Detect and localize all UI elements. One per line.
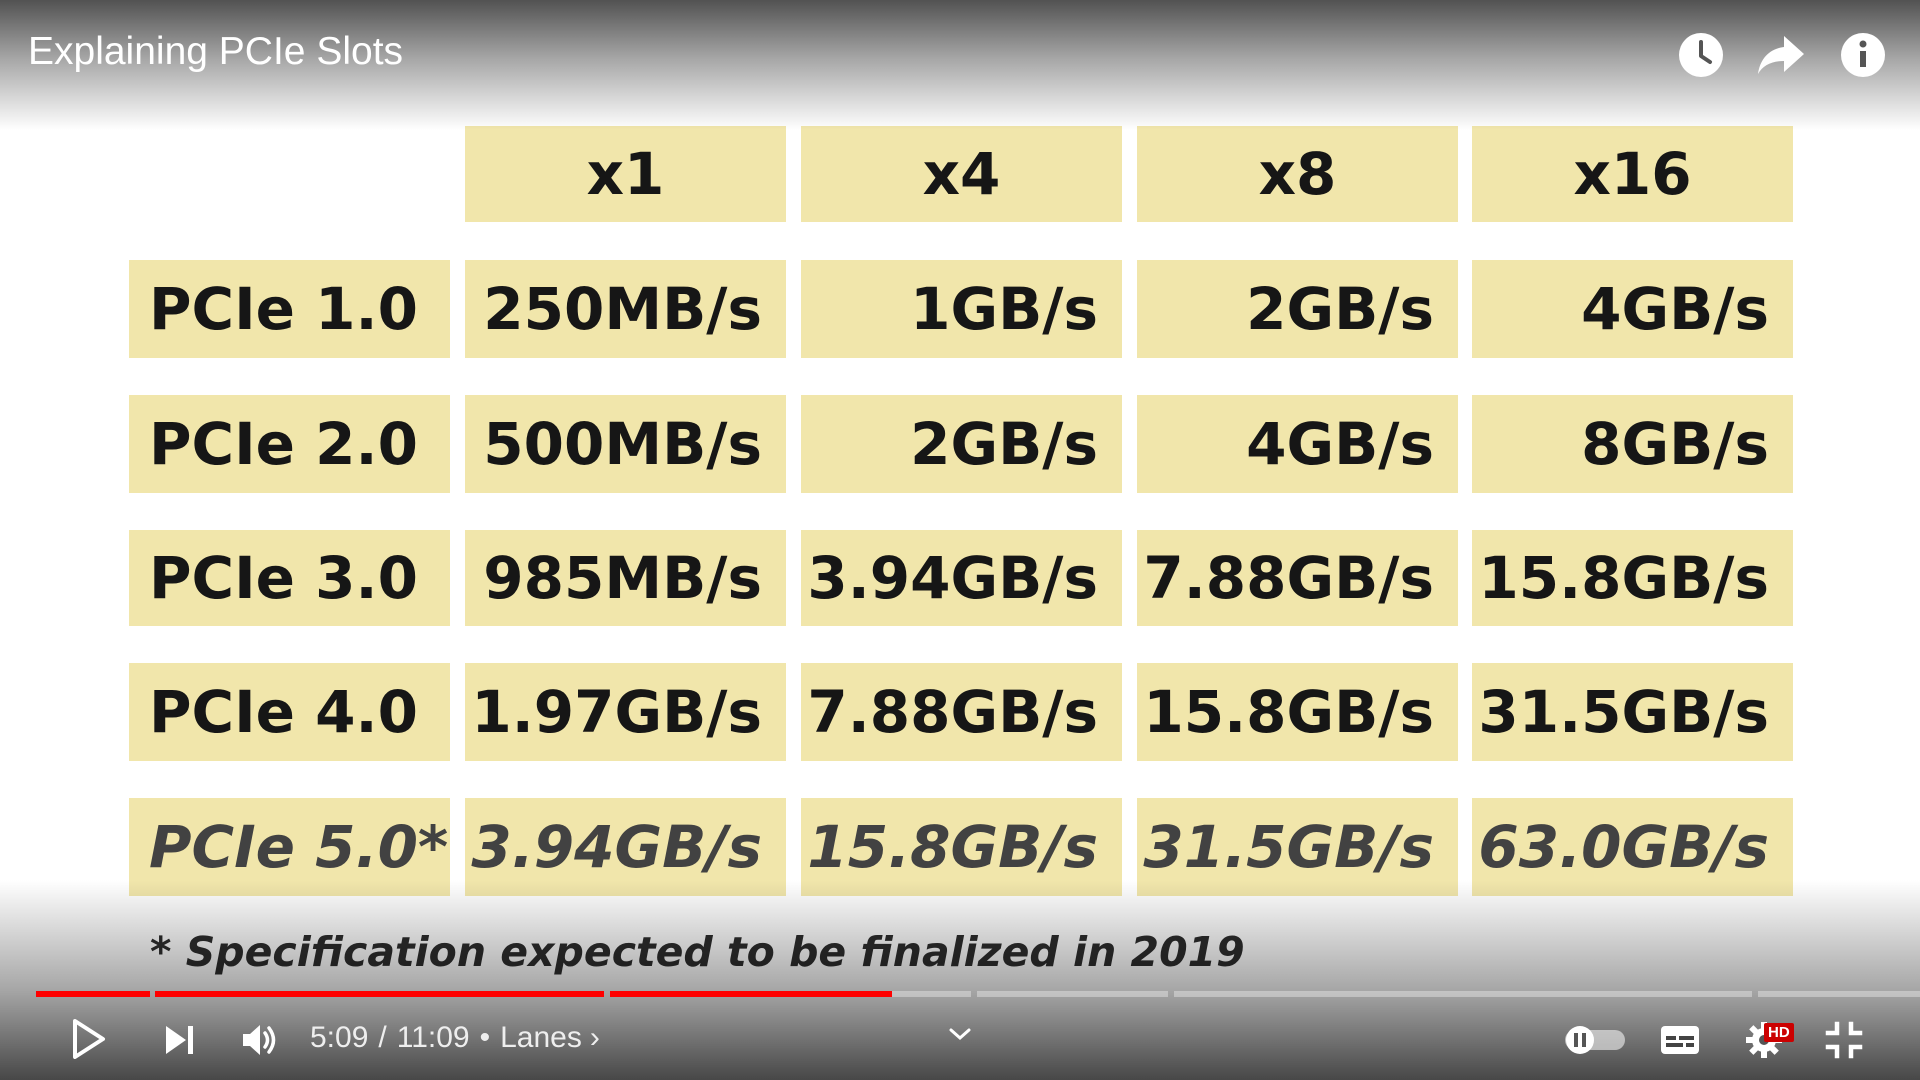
video-title[interactable]: Explaining PCIe Slots <box>28 30 404 73</box>
table-cell: 7.88GB/s <box>1137 530 1458 626</box>
table-cell: 250MB/s <box>465 260 786 358</box>
autoplay-toggle[interactable] <box>1562 1022 1628 1058</box>
progress-bar[interactable] <box>36 991 1920 997</box>
table-cell: 15.8GB/s <box>801 798 1122 896</box>
table-cell: 8GB/s <box>1472 395 1793 493</box>
row-label: PCIe 5.0* <box>129 798 450 896</box>
table-cell: 63.0GB/s <box>1472 798 1793 896</box>
table-cell: 7.88GB/s <box>801 663 1122 761</box>
table-cell: 500MB/s <box>465 395 786 493</box>
info-icon[interactable] <box>1838 30 1888 80</box>
row-label: PCIe 1.0 <box>129 260 450 358</box>
chapter-segment[interactable] <box>1758 991 1920 997</box>
table-cell: 31.5GB/s <box>1472 663 1793 761</box>
table-cell: 4GB/s <box>1137 395 1458 493</box>
column-header-x4: x4 <box>801 126 1122 222</box>
row-label: PCIe 4.0 <box>129 663 450 761</box>
play-icon[interactable] <box>66 1016 112 1062</box>
time-display: 5:09 / 11:09 • Lanes › <box>310 1021 600 1055</box>
time-separator: / <box>378 1021 387 1054</box>
chapter-button[interactable]: Lanes › <box>500 1021 600 1055</box>
chapter-title: Lanes <box>500 1021 582 1054</box>
chapter-separator: • <box>479 1021 491 1054</box>
table-cell: 3.94GB/s <box>801 530 1122 626</box>
exit-fullscreen-icon[interactable] <box>1822 1018 1866 1062</box>
table-cell: 2GB/s <box>801 395 1122 493</box>
column-header-x16: x16 <box>1472 126 1793 222</box>
next-icon[interactable] <box>158 1018 202 1062</box>
row-label: PCIe 2.0 <box>129 395 450 493</box>
table-cell: 2GB/s <box>1137 260 1458 358</box>
volume-icon[interactable] <box>238 1018 282 1062</box>
share-icon[interactable] <box>1756 30 1806 80</box>
table-cell: 31.5GB/s <box>1137 798 1458 896</box>
table-cell: 1.97GB/s <box>465 663 786 761</box>
table-cell: 15.8GB/s <box>1472 530 1793 626</box>
chapter-segment[interactable] <box>610 991 971 997</box>
captions-icon[interactable] <box>1658 1020 1702 1060</box>
column-header-x8: x8 <box>1137 126 1458 222</box>
column-header-x1: x1 <box>465 126 786 222</box>
footnote: * Specification expected to be finalized… <box>150 928 1245 976</box>
table-cell: 15.8GB/s <box>1137 663 1458 761</box>
chapter-segment[interactable] <box>1174 991 1752 997</box>
table-cell: 1GB/s <box>801 260 1122 358</box>
duration: 11:09 <box>396 1021 470 1054</box>
chapter-segment[interactable] <box>36 991 150 997</box>
row-label: PCIe 3.0 <box>129 530 450 626</box>
table-cell: 3.94GB/s <box>465 798 786 896</box>
hd-badge: HD <box>1764 1023 1794 1042</box>
chapter-segment[interactable] <box>977 991 1168 997</box>
table-cell: 4GB/s <box>1472 260 1793 358</box>
table-cell: 985MB/s <box>465 530 786 626</box>
chevron-down-icon[interactable] <box>940 1016 980 1052</box>
chevron-right-icon: › <box>589 1021 600 1054</box>
clock-icon[interactable] <box>1676 30 1726 80</box>
current-time: 5:09 <box>310 1021 369 1054</box>
chapter-segment[interactable] <box>155 991 604 997</box>
